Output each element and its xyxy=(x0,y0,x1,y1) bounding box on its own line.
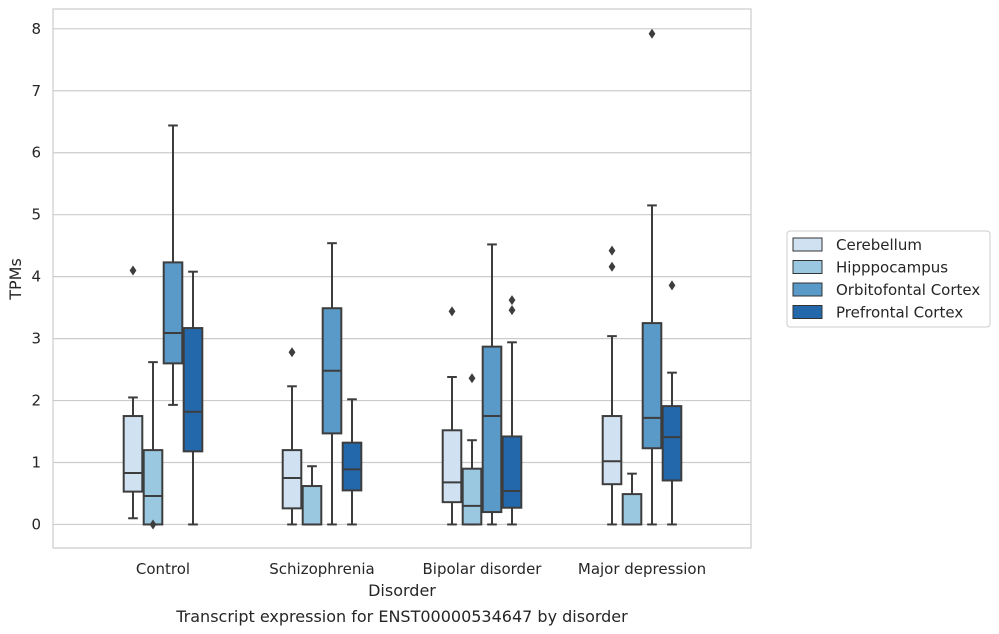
legend-swatch xyxy=(792,237,823,252)
box-layer xyxy=(122,28,683,530)
y-tick-label: 8 xyxy=(31,20,41,38)
box-body xyxy=(301,485,323,526)
plot-frame xyxy=(52,8,752,549)
box-body xyxy=(601,415,623,486)
box-1-3 xyxy=(621,472,643,526)
outlier-point xyxy=(288,347,296,358)
box-body xyxy=(162,261,184,365)
box-3-1 xyxy=(341,398,363,526)
legend-label: Prefrontal Cortex xyxy=(836,304,963,322)
y-tick-label: 3 xyxy=(31,330,41,348)
y-tick-label: 5 xyxy=(31,206,41,224)
box-body xyxy=(122,415,144,493)
box-body xyxy=(182,327,204,453)
x-tick-label: Control xyxy=(136,560,190,578)
legend-frame xyxy=(786,230,991,328)
box-body xyxy=(501,435,523,509)
box-body xyxy=(441,429,463,504)
box-body xyxy=(341,441,363,492)
box-3-0 xyxy=(182,270,204,526)
box-0-0 xyxy=(122,265,144,520)
box-2-1 xyxy=(321,242,343,526)
outlier-point xyxy=(508,295,516,306)
outlier-point xyxy=(648,28,656,39)
legend-swatch xyxy=(792,260,823,274)
box-2-3 xyxy=(641,28,663,526)
box-body xyxy=(621,493,643,526)
y-axis-label: TPMs xyxy=(6,258,25,301)
y-tick-label: 1 xyxy=(31,454,41,472)
legend-label: Hipppocampus xyxy=(836,259,948,277)
box-1-1 xyxy=(301,465,323,526)
box-body xyxy=(641,322,663,450)
box-1-2 xyxy=(461,373,483,526)
box-1-0 xyxy=(142,361,164,530)
x-tick-label: Schizophrenia xyxy=(269,560,374,578)
y-tick-label: 2 xyxy=(31,392,41,410)
box-body xyxy=(281,449,303,510)
y-tick-label: 4 xyxy=(31,268,41,286)
legend-swatch xyxy=(792,282,823,297)
box-0-1 xyxy=(281,347,303,526)
legend: Cerebellum Hipppocampus Orbitofontal Corte… xyxy=(786,230,991,328)
outlier-point xyxy=(608,245,616,256)
box-0-3 xyxy=(601,245,623,526)
outlier-point xyxy=(608,261,616,272)
legend-label: Orbitofontal Cortex xyxy=(836,281,980,299)
x-tick-label: Major depression xyxy=(578,560,706,578)
y-tick-labels: 0 1 2 3 4 5 6 7 8 xyxy=(31,20,41,534)
y-tick-label: 7 xyxy=(31,82,41,100)
box-body xyxy=(461,467,483,526)
outlier-point xyxy=(468,373,476,384)
box-2-2 xyxy=(481,243,503,526)
box-body xyxy=(142,449,164,526)
box-3-3 xyxy=(661,280,683,526)
outlier-point xyxy=(448,306,456,317)
x-axis-label: Disorder xyxy=(368,581,436,600)
box-body xyxy=(661,405,683,482)
outlier-point xyxy=(129,265,137,276)
box-2-0 xyxy=(162,124,184,406)
outlier-point xyxy=(149,519,157,530)
chart-caption: Transcript expression for ENST0000053464… xyxy=(175,607,628,626)
box-0-2 xyxy=(441,306,463,526)
legend-swatch xyxy=(792,305,823,319)
x-tick-labels: Control Schizophrenia Bipolar disorder Majo… xyxy=(136,560,706,578)
box-3-2 xyxy=(501,295,523,526)
y-tick-label: 6 xyxy=(31,144,41,162)
outlier-point xyxy=(668,280,676,291)
legend-label: Cerebellum xyxy=(836,236,922,254)
box-body xyxy=(481,345,503,514)
outlier-point xyxy=(508,305,516,316)
x-tick-label: Bipolar disorder xyxy=(423,560,543,578)
y-tick-label: 0 xyxy=(31,515,41,533)
